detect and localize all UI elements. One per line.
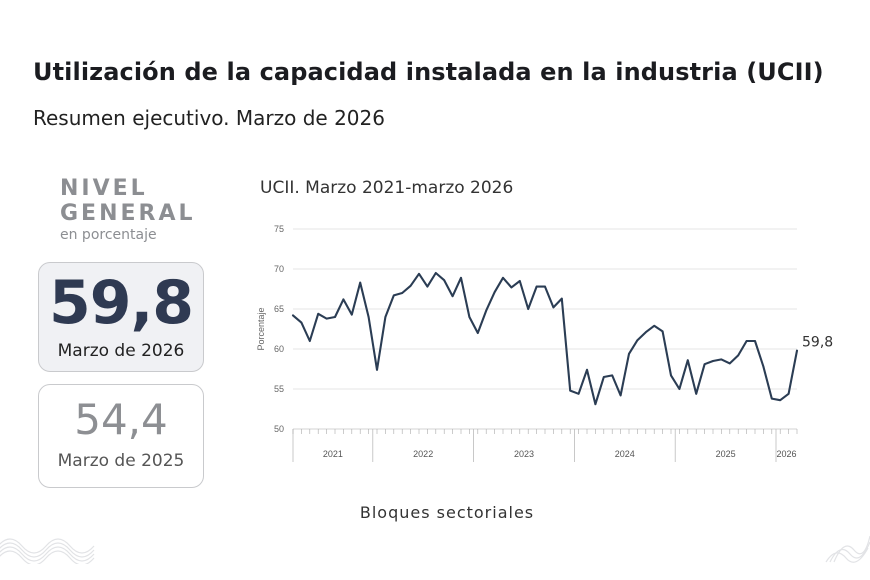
data-point [535,285,538,288]
current-value-card: 59,8 Marzo de 2026 [38,262,204,372]
chart-title: UCII. Marzo 2021-marzo 2026 [260,178,514,198]
end-value-label: 59,8 [802,335,833,351]
data-point [351,313,353,316]
data-point [359,281,362,284]
y-tick-label: 75 [274,224,284,234]
previous-value: 54,4 [74,395,168,444]
data-point [435,272,437,274]
data-point [695,393,697,395]
data-point [292,314,294,317]
data-point [309,340,311,342]
y-tick-label: 60 [274,344,284,354]
level-heading: NIVEL GENERAL en porcentaje [60,176,210,243]
page-subtitle: Resumen ejecutivo. Marzo de 2026 [33,106,385,130]
data-point [594,403,597,406]
data-point [325,317,328,320]
data-point [569,389,571,392]
data-point [779,399,781,402]
data-point [670,374,672,377]
data-point [611,374,613,377]
data-point [418,273,420,275]
data-point [468,316,471,318]
data-point [401,292,404,294]
x-year-label: 2023 [514,449,534,459]
previous-period-label: Marzo de 2025 [57,451,185,471]
data-point [409,285,412,287]
data-point [510,286,513,289]
data-point [645,331,647,334]
data-point [451,295,454,298]
ucii-line-chart: 75 70 65 60 55 50 Porcentaje 2021 2022 2023 2024 20… [256,224,833,462]
data-point [527,308,529,310]
data-point [317,313,320,315]
y-tick-label: 65 [274,304,284,314]
previous-value-card: 54,4 Marzo de 2025 [38,384,204,488]
bloques-sectoriales-link[interactable]: Bloques sectoriales [359,503,535,522]
data-point [367,316,370,318]
data-point [687,359,689,362]
data-point [754,340,756,342]
data-point [653,325,655,327]
y-tick-label: 55 [274,384,284,394]
current-period-label: Marzo de 2026 [57,341,185,361]
data-point [393,294,395,297]
decorative-wave-right-icon [825,535,870,563]
data-point [586,369,588,371]
data-point [477,332,479,334]
x-year-label: 2024 [615,449,635,459]
data-point [460,277,462,279]
data-point [636,339,639,342]
decorative-wave-left-icon [0,538,95,564]
data-point [712,360,714,362]
data-point [703,363,706,366]
y-tick-label: 70 [274,264,284,274]
level-heading-line1: NIVEL [60,176,148,201]
data-point [619,394,622,397]
x-year-label: 2025 [716,449,736,459]
data-point [729,362,731,365]
data-point [561,297,563,300]
data-point [443,279,446,282]
data-point [796,349,798,352]
data-point [745,340,748,342]
data-point [628,353,630,355]
data-point [603,376,605,378]
data-point [342,298,345,301]
data-point [762,365,765,368]
data-point [519,280,521,282]
ucii-series-line [291,271,799,406]
x-year-label: 2021 [323,449,343,459]
data-point [737,354,739,357]
data-point [493,291,496,294]
data-point [300,321,303,324]
y-axis-label: Porcentaje [256,307,266,350]
y-tick-label: 50 [274,424,284,434]
data-point [771,397,773,400]
data-point [426,285,429,288]
x-year-label: 2026 [776,449,796,459]
data-point [552,306,555,309]
data-point [485,309,488,312]
level-heading-line2: GENERAL [60,201,196,226]
data-point [661,330,664,333]
data-point [502,277,504,279]
current-value: 59,8 [48,268,194,338]
data-point [577,393,580,395]
data-point [720,358,723,361]
page-title: Utilización de la capacidad instalada en… [33,58,824,86]
x-year-label: 2022 [413,449,433,459]
data-point [384,316,387,318]
data-point [678,388,681,390]
level-unit-label: en porcentaje [60,227,157,243]
data-point [787,393,790,395]
data-point [334,316,336,318]
data-point [544,285,546,288]
data-point [376,369,378,371]
